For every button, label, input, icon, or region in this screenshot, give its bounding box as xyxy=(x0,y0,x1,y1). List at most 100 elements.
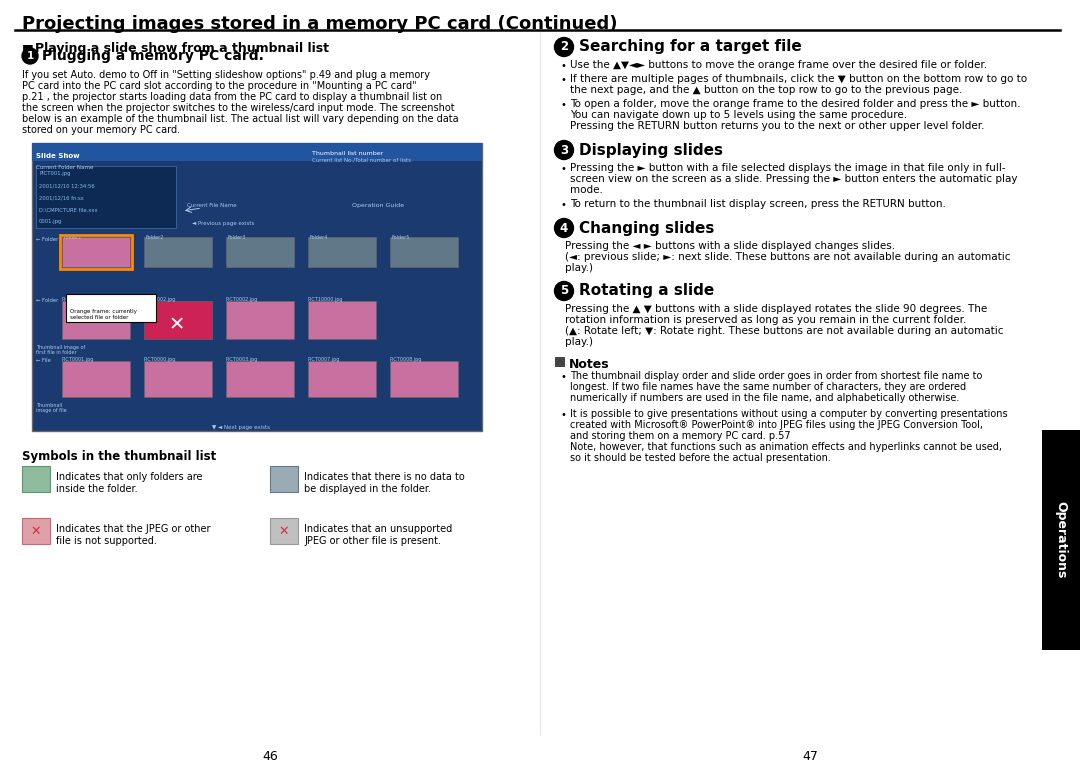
Text: below is an example of the thumbnail list. The actual list will vary depending o: below is an example of the thumbnail lis… xyxy=(22,114,459,124)
Bar xyxy=(226,361,294,397)
Text: Operation Guide: Operation Guide xyxy=(352,203,404,208)
Text: PICT0008.jpg: PICT0008.jpg xyxy=(390,357,422,362)
Text: first file in folder: first file in folder xyxy=(36,350,77,355)
Text: 47: 47 xyxy=(802,750,818,763)
Text: PICT0001.jpg: PICT0001.jpg xyxy=(62,297,94,302)
Text: •: • xyxy=(561,164,567,174)
Text: ◄ Previous page exists: ◄ Previous page exists xyxy=(192,221,255,226)
Bar xyxy=(60,235,132,269)
Text: Displaying slides: Displaying slides xyxy=(579,143,723,157)
Text: Pressing the ► button with a file selected displays the image in that file only : Pressing the ► button with a file select… xyxy=(570,163,1005,173)
Text: and storing them on a memory PC card. p.57: and storing them on a memory PC card. p.… xyxy=(570,431,791,441)
Bar xyxy=(144,361,212,397)
Text: It is possible to give presentations without using a computer by converting pres: It is possible to give presentations wit… xyxy=(570,409,1008,419)
Text: (◄: previous slide; ►: next slide. These buttons are not available during an aut: (◄: previous slide; ►: next slide. These… xyxy=(565,252,1011,262)
Text: Searching for a target file: Searching for a target file xyxy=(579,40,801,54)
Bar xyxy=(226,301,294,339)
Circle shape xyxy=(554,282,573,301)
Bar xyxy=(270,466,298,492)
Text: If there are multiple pages of thumbnails, click the ▼ button on the bottom row : If there are multiple pages of thumbnail… xyxy=(570,74,1027,84)
Text: Indicates that an unsupported: Indicates that an unsupported xyxy=(303,524,453,534)
Text: Indicates that only folders are: Indicates that only folders are xyxy=(56,472,203,482)
Text: •: • xyxy=(561,410,567,420)
Text: Thumbnail: Thumbnail xyxy=(36,403,63,408)
Text: Current Folder Name: Current Folder Name xyxy=(36,165,93,170)
Bar xyxy=(62,361,130,397)
Text: Current list No./Total number of lists: Current list No./Total number of lists xyxy=(312,157,411,162)
Text: PICT0000.jpg: PICT0000.jpg xyxy=(144,357,176,362)
Text: •: • xyxy=(561,75,567,85)
Text: Folder2: Folder2 xyxy=(146,235,164,240)
Text: the screen when the projector switches to the wireless/card input mode. The scre: the screen when the projector switches t… xyxy=(22,103,455,113)
Text: Pressing the ◄ ► buttons with a slide displayed changes slides.: Pressing the ◄ ► buttons with a slide di… xyxy=(565,241,895,251)
Text: Rotating a slide: Rotating a slide xyxy=(579,284,714,298)
Text: play.): play.) xyxy=(565,337,593,347)
Text: play.): play.) xyxy=(565,263,593,273)
Bar xyxy=(390,361,458,397)
Bar xyxy=(1042,430,1080,650)
Text: ✕: ✕ xyxy=(279,524,289,537)
Text: Symbols in the thumbnail list: Symbols in the thumbnail list xyxy=(22,450,216,463)
Text: ▼ ◄ Next page exists: ▼ ◄ Next page exists xyxy=(212,425,270,430)
Text: ← Folder: ← Folder xyxy=(36,237,58,242)
Text: Indicates that the JPEG or other: Indicates that the JPEG or other xyxy=(56,524,211,534)
Text: 2001/12/10 12:34:56: 2001/12/10 12:34:56 xyxy=(39,183,95,188)
Text: longest. If two file names have the same number of characters, they are ordered: longest. If two file names have the same… xyxy=(570,382,967,392)
Bar xyxy=(36,166,176,228)
Bar xyxy=(270,518,298,544)
Text: PICT0002.jpg: PICT0002.jpg xyxy=(144,297,176,302)
Text: ✕: ✕ xyxy=(30,524,41,537)
Text: 0001.jpg: 0001.jpg xyxy=(39,219,63,224)
Text: numerically if numbers are used in the file name, and alphabetically otherwise.: numerically if numbers are used in the f… xyxy=(570,393,959,403)
Bar xyxy=(62,301,130,339)
Circle shape xyxy=(554,140,573,159)
Text: Playing a slide show from a thumbnail list: Playing a slide show from a thumbnail li… xyxy=(35,42,329,55)
Text: created with Microsoft® PowerPoint® into JPEG files using the JPEG Conversion To: created with Microsoft® PowerPoint® into… xyxy=(570,420,983,430)
Circle shape xyxy=(554,37,573,56)
Text: Indicates that there is no data to: Indicates that there is no data to xyxy=(303,472,464,482)
Text: screen view on the screen as a slide. Pressing the ► button enters the automatic: screen view on the screen as a slide. Pr… xyxy=(570,174,1017,184)
Bar xyxy=(32,143,482,431)
Text: Folder1: Folder1 xyxy=(64,235,82,240)
Text: p.21 , the projector starts loading data from the PC card to display a thumbnail: p.21 , the projector starts loading data… xyxy=(22,92,442,102)
Text: •: • xyxy=(561,61,567,71)
Text: 3: 3 xyxy=(559,143,568,156)
Text: the next page, and the ▲ button on the top row to go to the previous page.: the next page, and the ▲ button on the t… xyxy=(570,85,962,95)
Text: PC card into the PC card slot according to the procedure in "Mounting a PC card": PC card into the PC card slot according … xyxy=(22,81,417,91)
Bar xyxy=(555,357,565,367)
Text: Pressing the ▲ ▼ buttons with a slide displayed rotates the slide 90 degrees. Th: Pressing the ▲ ▼ buttons with a slide di… xyxy=(565,304,987,314)
Text: be displayed in the folder.: be displayed in the folder. xyxy=(303,484,431,494)
Text: image of file: image of file xyxy=(36,408,67,413)
Text: To open a folder, move the orange frame to the desired folder and press the ► bu: To open a folder, move the orange frame … xyxy=(570,99,1021,109)
Circle shape xyxy=(554,218,573,237)
Text: Current File Name: Current File Name xyxy=(187,203,237,208)
Text: Thumbnail image of: Thumbnail image of xyxy=(36,345,85,350)
Text: JPEG or other file is present.: JPEG or other file is present. xyxy=(303,536,441,546)
Text: 5: 5 xyxy=(559,285,568,298)
Text: The thumbnail display order and slide order goes in order from shortest file nam: The thumbnail display order and slide or… xyxy=(570,371,983,381)
Text: 4: 4 xyxy=(559,221,568,234)
Text: Folder4: Folder4 xyxy=(310,235,328,240)
Text: PICT0007.jpg: PICT0007.jpg xyxy=(308,357,340,362)
Text: ← File: ← File xyxy=(36,358,51,363)
FancyBboxPatch shape xyxy=(66,294,156,322)
Text: (▲: Rotate left; ▼: Rotate right. These buttons are not available during an auto: (▲: Rotate left; ▼: Rotate right. These … xyxy=(565,326,1003,336)
Text: Orange frame: currently: Orange frame: currently xyxy=(70,309,137,314)
Text: Projecting images stored in a memory PC card (Continued): Projecting images stored in a memory PC … xyxy=(22,15,618,33)
Text: Operations: Operations xyxy=(1054,501,1067,578)
Text: ■: ■ xyxy=(22,42,33,55)
Text: 2: 2 xyxy=(559,40,568,53)
Bar xyxy=(226,237,294,267)
Text: PICT0002.jpg: PICT0002.jpg xyxy=(226,297,258,302)
Bar xyxy=(62,237,130,267)
Bar xyxy=(390,237,458,267)
Text: •: • xyxy=(561,372,567,382)
Text: rotation information is preserved as long as you remain in the current folder.: rotation information is preserved as lon… xyxy=(565,315,967,325)
Text: PICT001.jpg: PICT001.jpg xyxy=(39,171,70,176)
Text: inside the folder.: inside the folder. xyxy=(56,484,137,494)
Text: D:\CMPICTURE file.xxx: D:\CMPICTURE file.xxx xyxy=(39,207,97,212)
Text: You can navigate down up to 5 levels using the same procedure.: You can navigate down up to 5 levels usi… xyxy=(570,110,907,120)
Text: Pressing the RETURN button returns you to the next or other upper level folder.: Pressing the RETURN button returns you t… xyxy=(570,121,985,131)
Text: Changing slides: Changing slides xyxy=(579,221,714,236)
Text: so it should be tested before the actual presentation.: so it should be tested before the actual… xyxy=(570,453,831,463)
